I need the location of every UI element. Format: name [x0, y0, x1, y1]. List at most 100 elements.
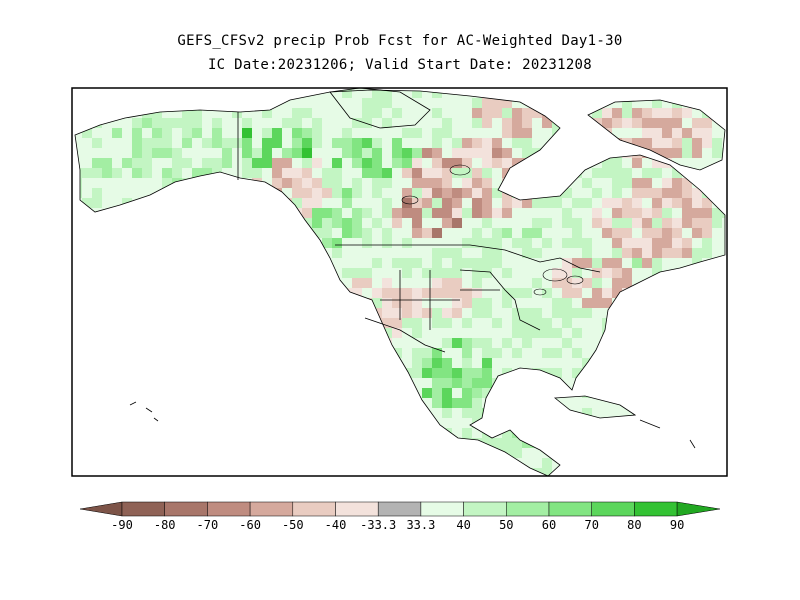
colorbar-swatch: [249, 501, 294, 517]
forecast-cell: [482, 258, 492, 268]
forecast-cell: [452, 418, 462, 428]
forecast-cell: [502, 158, 512, 168]
forecast-cell: [442, 378, 452, 388]
forecast-cell: [212, 118, 222, 128]
forecast-cell: [652, 128, 662, 138]
forecast-cell: [632, 238, 642, 248]
colorbar-swatch: [377, 501, 422, 517]
colorbar-label: -90: [111, 518, 133, 532]
forecast-cell: [122, 158, 132, 168]
forecast-cell: [452, 408, 462, 418]
forecast-cell: [642, 268, 652, 278]
forecast-cell: [152, 138, 162, 148]
forecast-cell: [392, 158, 402, 168]
forecast-cell: [612, 158, 622, 168]
forecast-cell: [482, 248, 492, 258]
colorbar-label: -70: [197, 518, 219, 532]
forecast-cell: [482, 138, 492, 148]
forecast-cell: [522, 248, 532, 258]
forecast-cell: [132, 128, 142, 138]
forecast-cell: [682, 108, 692, 118]
forecast-cell: [552, 358, 562, 368]
forecast-cell: [372, 138, 382, 148]
forecast-cell: [442, 218, 452, 228]
forecast-cell: [382, 158, 392, 168]
forecast-cell: [462, 328, 472, 338]
forecast-cell: [542, 348, 552, 358]
forecast-cell: [412, 168, 422, 178]
forecast-cell: [602, 258, 612, 268]
forecast-cell: [342, 188, 352, 198]
forecast-cell: [402, 208, 412, 218]
forecast-cell: [432, 268, 442, 278]
forecast-cell: [332, 188, 342, 198]
forecast-cell: [662, 128, 672, 138]
forecast-cell: [372, 288, 382, 298]
forecast-cell: [392, 228, 402, 238]
forecast-cell: [452, 378, 462, 388]
forecast-cell: [442, 358, 452, 368]
forecast-cell: [632, 178, 642, 188]
forecast-cell: [252, 168, 262, 178]
forecast-cell: [482, 238, 492, 248]
forecast-cell: [642, 188, 652, 198]
forecast-cell: [212, 138, 222, 148]
forecast-cell: [492, 188, 502, 198]
forecast-cell: [442, 368, 452, 378]
forecast-cell: [552, 328, 562, 338]
forecast-cell: [282, 118, 292, 128]
forecast-cell: [232, 118, 242, 128]
forecast-cell: [462, 288, 472, 298]
forecast-cell: [672, 228, 682, 238]
forecast-cell: [502, 438, 512, 448]
forecast-cell: [462, 348, 472, 358]
forecast-cell: [482, 368, 492, 378]
forecast-cell: [272, 168, 282, 178]
forecast-cell: [472, 98, 482, 108]
forecast-cell: [592, 108, 602, 118]
forecast-cell: [572, 238, 582, 248]
forecast-cell: [622, 108, 632, 118]
forecast-cell: [212, 158, 222, 168]
forecast-cell: [462, 408, 472, 418]
forecast-cell: [562, 258, 572, 268]
forecast-cell: [202, 168, 212, 178]
forecast-cell: [522, 108, 532, 118]
forecast-cell: [582, 408, 592, 418]
colorbar-swatch: [548, 501, 592, 517]
colorbar-label: 50: [499, 518, 513, 532]
forecast-cell: [672, 138, 682, 148]
forecast-cell: [672, 218, 682, 228]
forecast-cell: [652, 218, 662, 228]
forecast-cell: [342, 88, 352, 98]
forecast-cell: [442, 338, 452, 348]
forecast-cell: [582, 328, 592, 338]
forecast-cell: [382, 318, 392, 328]
forecast-cell: [122, 168, 132, 178]
forecast-cell: [472, 168, 482, 178]
forecast-cell: [572, 358, 582, 368]
forecast-cell: [252, 128, 262, 138]
forecast-cell: [652, 148, 662, 158]
forecast-cell: [512, 448, 522, 458]
forecast-cell: [502, 228, 512, 238]
forecast-cell: [532, 108, 542, 118]
forecast-cell: [542, 118, 552, 128]
forecast-cell: [522, 228, 532, 238]
forecast-cell: [422, 298, 432, 308]
forecast-cell: [652, 168, 662, 178]
forecast-cell: [442, 268, 452, 278]
forecast-cell: [282, 168, 292, 178]
forecast-cell: [632, 218, 642, 228]
forecast-cell: [372, 178, 382, 188]
forecast-cell: [512, 218, 522, 228]
forecast-cell: [582, 298, 592, 308]
forecast-cell: [302, 108, 312, 118]
forecast-cell: [362, 208, 372, 218]
forecast-cell: [572, 308, 582, 318]
forecast-cell: [632, 228, 642, 238]
forecast-cell: [642, 248, 652, 258]
forecast-cell: [402, 268, 412, 278]
forecast-cell: [502, 298, 512, 308]
forecast-cell: [362, 148, 372, 158]
